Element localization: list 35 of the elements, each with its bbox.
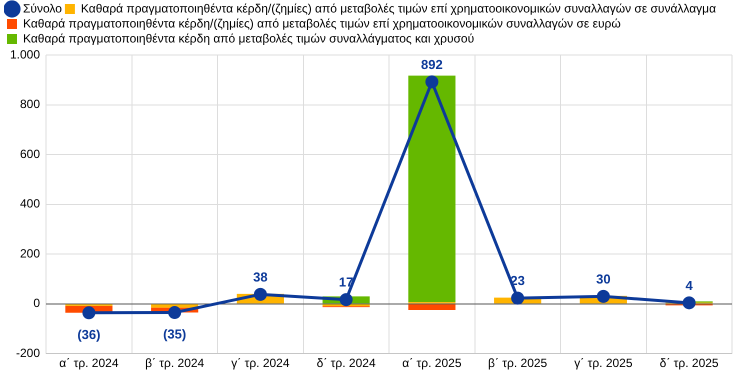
y-tick-label: 800	[20, 97, 40, 112]
legend-label: Καθαρά πραγματοποιηθέντα κέρδη/(ζημίες) από μεταβολές τιμών επί χρηματοοικονομικών συναλλαγών σε ευρώ	[23, 16, 621, 30]
legend-label: Καθαρά πραγματοποιηθέντα κέρδη/(ζημίες) από μεταβολές τιμών επί χρηματοοικονομικών συναλλαγών σε συνάλλαγμα	[80, 1, 716, 16]
x-tick-label: γ΄ τρ. 2025	[574, 356, 633, 370]
y-tick-label: 600	[20, 146, 40, 161]
data-label: 4	[686, 278, 694, 293]
point	[682, 296, 696, 310]
x-tick-label: δ΄ τρ. 2025	[660, 356, 719, 370]
bar	[408, 304, 456, 310]
legend-label: Σύνολο	[23, 1, 62, 16]
x-tick-label: β΄ τρ. 2024	[145, 356, 205, 370]
point	[254, 288, 267, 301]
data-label: (35)	[163, 326, 186, 342]
y-tick-label: 200	[20, 246, 40, 260]
point	[168, 306, 182, 320]
bar	[408, 76, 456, 302]
x-tick-label: α΄ τρ. 2025	[402, 356, 462, 370]
legend-label: Καθαρά πραγματοποιηθέντα κέρδη από μεταβολές τιμών συναλλάγματος και χρυσού	[23, 31, 474, 46]
data-label: 30	[596, 271, 611, 286]
y-tick-label: -200	[16, 346, 40, 360]
point	[82, 306, 96, 320]
data-label: (36)	[77, 326, 100, 342]
point	[511, 292, 524, 305]
data-label: 892	[421, 56, 443, 72]
x-tick-label: α΄ τρ. 2024	[59, 356, 119, 370]
point	[596, 290, 610, 303]
point	[340, 293, 353, 306]
x-tick-label: β΄ τρ. 2025	[488, 356, 548, 370]
y-tick-label: 400	[20, 196, 40, 211]
x-tick-label: δ΄ τρ. 2024	[316, 356, 376, 370]
point	[425, 75, 438, 88]
y-tick-label: 0	[33, 296, 40, 310]
data-label: 38	[253, 269, 268, 284]
x-tick-label: γ΄ τρ. 2024	[231, 356, 290, 370]
y-tick-label: 1.000	[10, 47, 40, 62]
